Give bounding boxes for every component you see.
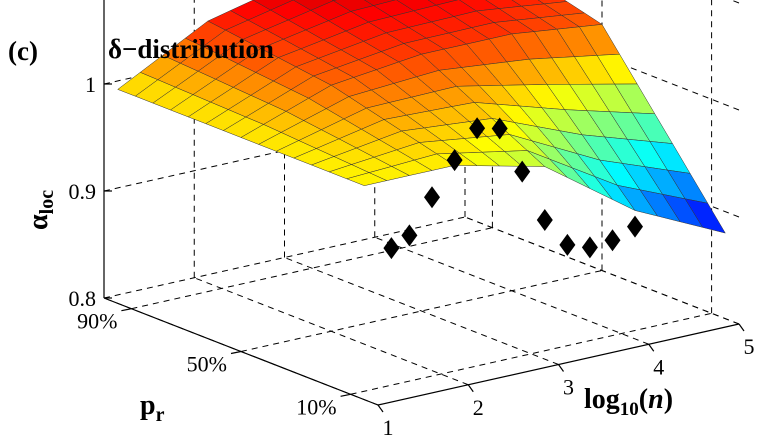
x-tick-mark — [377, 404, 384, 413]
y-tick-mark — [230, 350, 242, 355]
y-axis-label: pr — [140, 390, 165, 426]
diamond-marker — [559, 233, 576, 256]
y-tick-label: 50% — [187, 352, 227, 377]
grid-floor-x — [284, 257, 559, 365]
chart-title: δ−distribution — [108, 34, 274, 64]
x-axis-label: log10(n) — [584, 384, 673, 420]
z-axis-label-main: α — [23, 214, 54, 230]
z-axis-label: αloc — [23, 190, 58, 230]
grid-floor-y — [350, 312, 712, 395]
diamond-marker — [604, 229, 621, 252]
x-tick-mark — [738, 323, 745, 332]
grid-back-z — [103, 216, 466, 299]
y-tick-mark — [340, 393, 351, 397]
diamond-marker — [514, 160, 531, 183]
marker-series — [383, 117, 643, 260]
diamond-marker — [424, 186, 440, 209]
grid-floor-y — [131, 227, 493, 310]
diamond-marker — [401, 224, 418, 247]
x-tick-mark — [467, 384, 474, 393]
x-tick-label: 2 — [473, 395, 484, 420]
y-tick-label: 10% — [296, 394, 336, 419]
z-axis-label-sub: loc — [36, 190, 58, 215]
svg-text:αloc: αloc — [23, 190, 58, 230]
diamond-marker — [536, 209, 553, 231]
y-tick-label: 90% — [77, 309, 117, 334]
z-tick-label: 1 — [85, 72, 96, 97]
x-axis-label-sub: 10 — [620, 399, 639, 420]
z-tick-label: 0.8 — [69, 286, 97, 311]
diamond-marker — [627, 215, 643, 238]
x-axis-label-close: ) — [664, 384, 673, 415]
grid-right-z — [464, 216, 740, 325]
z-tick-label: 0.9 — [69, 179, 97, 204]
x-tick-mark — [558, 364, 564, 372]
diamond-marker — [469, 117, 486, 140]
y-tick-mark — [121, 308, 132, 312]
diamond-marker — [446, 149, 463, 172]
grid-floor-y — [240, 270, 603, 352]
panel-label: (c) — [8, 36, 38, 66]
x-axis-label-pre: log — [584, 384, 620, 415]
x-tick-label: 3 — [563, 375, 574, 400]
x-tick-mark — [648, 343, 655, 352]
diamond-marker — [491, 117, 508, 140]
diamond-marker — [581, 236, 598, 259]
y-axis-label-main: p — [140, 390, 156, 421]
x-axis-label-open: ( — [639, 384, 648, 415]
surface-patch — [684, 198, 726, 234]
y-axis-label-sub: r — [156, 404, 165, 426]
x-axis-label-var: n — [648, 384, 664, 415]
surface-mesh — [117, 0, 726, 234]
diamond-marker — [383, 237, 400, 260]
x-tick-label: 1 — [383, 415, 394, 440]
x-tick-label: 4 — [653, 354, 664, 379]
x-tick-label: 5 — [744, 334, 755, 359]
